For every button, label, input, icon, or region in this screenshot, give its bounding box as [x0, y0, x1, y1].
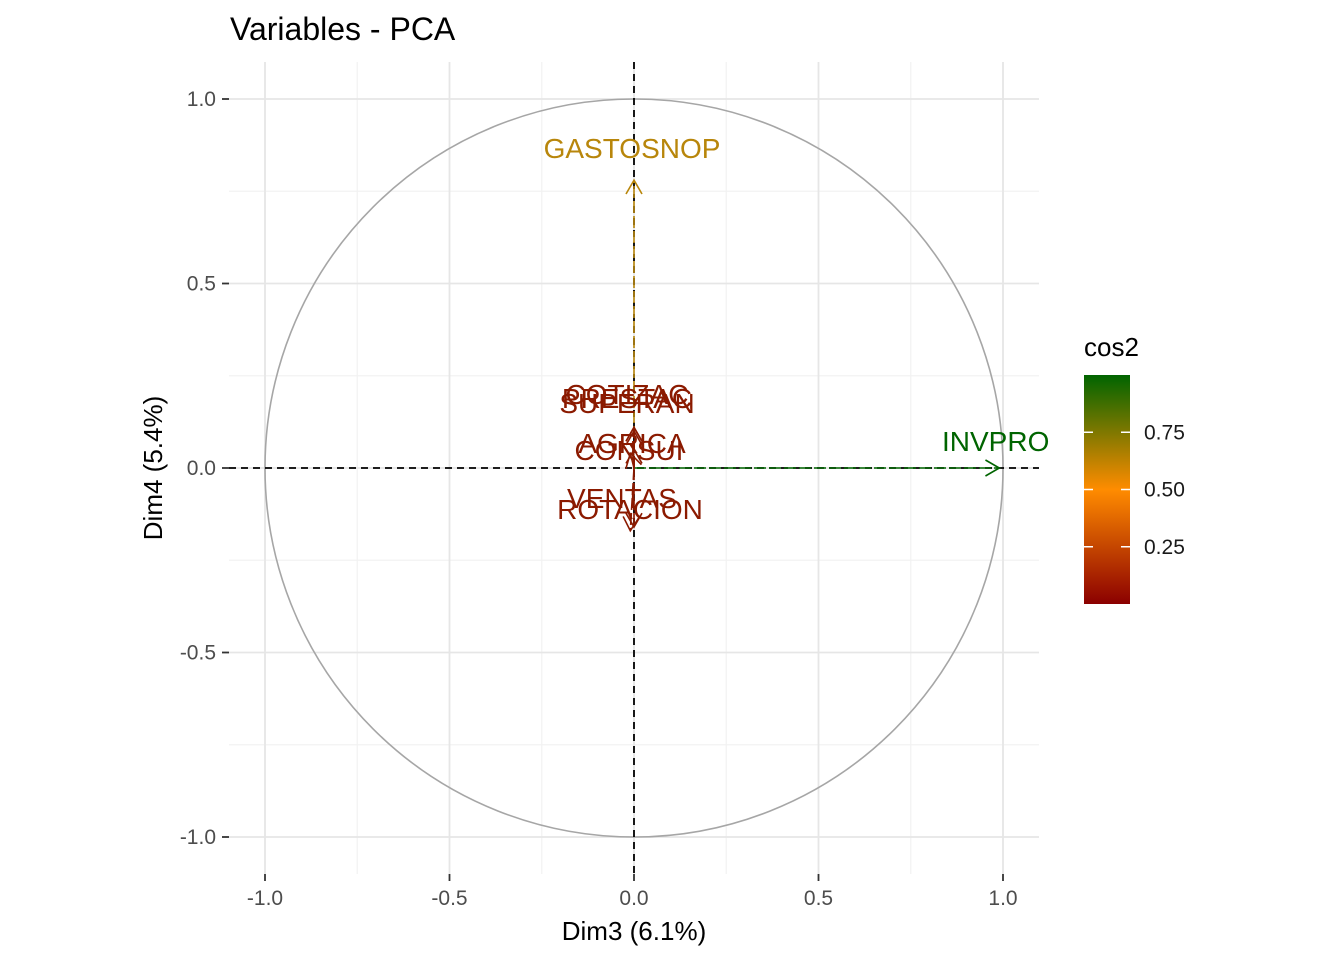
arrow-head: [625, 451, 643, 469]
variable-label-gastosnop: GASTOSNOP: [544, 133, 721, 164]
variable-label-consui: CONSUI: [575, 435, 684, 466]
y-tick-label: 1.0: [187, 88, 216, 111]
arrow-invpro: [634, 459, 1001, 477]
arrow-consui: [625, 451, 643, 469]
arrow-head: [622, 516, 640, 533]
arrow-shaft: [629, 467, 635, 531]
arrow-rotacion: [622, 467, 640, 533]
x-tick-label: -1.0: [247, 887, 283, 910]
y-axis-title: Dim4 (5.4%): [138, 396, 168, 540]
variable-label-rotacion: ROTACION: [557, 494, 703, 525]
variable-label-prestac: PRESTAC: [562, 383, 692, 414]
variable-label-cotizac: COTIZAC: [566, 379, 689, 410]
arrow-shaft: [629, 453, 635, 469]
x-tick-label: 0.5: [804, 887, 833, 910]
x-axis-title: Dim3 (6.1%): [562, 916, 706, 946]
legend-tick-label: 0.25: [1144, 536, 1185, 559]
arrow-head: [625, 425, 643, 442]
x-tick-label: 0.0: [619, 887, 648, 910]
variable-arrows: [622, 178, 1001, 533]
y-tick-label: -1.0: [180, 826, 216, 849]
y-tick-label: 0.5: [187, 273, 216, 296]
x-tick-label: 1.0: [988, 887, 1017, 910]
cos2-legend: cos2 0.25 0.50 0.75: [1084, 332, 1185, 604]
variable-label-invpro: INVPRO: [942, 426, 1049, 457]
variable-label-superan: SUPERAN: [559, 388, 694, 419]
arrow-gastosnop: [625, 178, 643, 468]
arrow-head: [985, 459, 1001, 477]
variable-label-ventas: VENTAS: [567, 483, 677, 514]
chart-title: Variables - PCA: [230, 11, 456, 47]
variable-label-agrica: AGRICA: [578, 428, 686, 459]
y-tick-label: -0.5: [180, 642, 216, 665]
legend-tick-label: 0.50: [1144, 479, 1185, 502]
axes: -1.0 -0.5 0.0 0.5 1.0 -1.0 -0.5 0.0 0.5 1.0: [180, 88, 1018, 910]
arrow-head: [625, 178, 643, 195]
legend-title: cos2: [1084, 332, 1139, 362]
y-tick-label: 0.0: [187, 457, 216, 480]
legend-tick-label: 0.75: [1144, 421, 1185, 444]
x-tick-label: -0.5: [431, 887, 467, 910]
